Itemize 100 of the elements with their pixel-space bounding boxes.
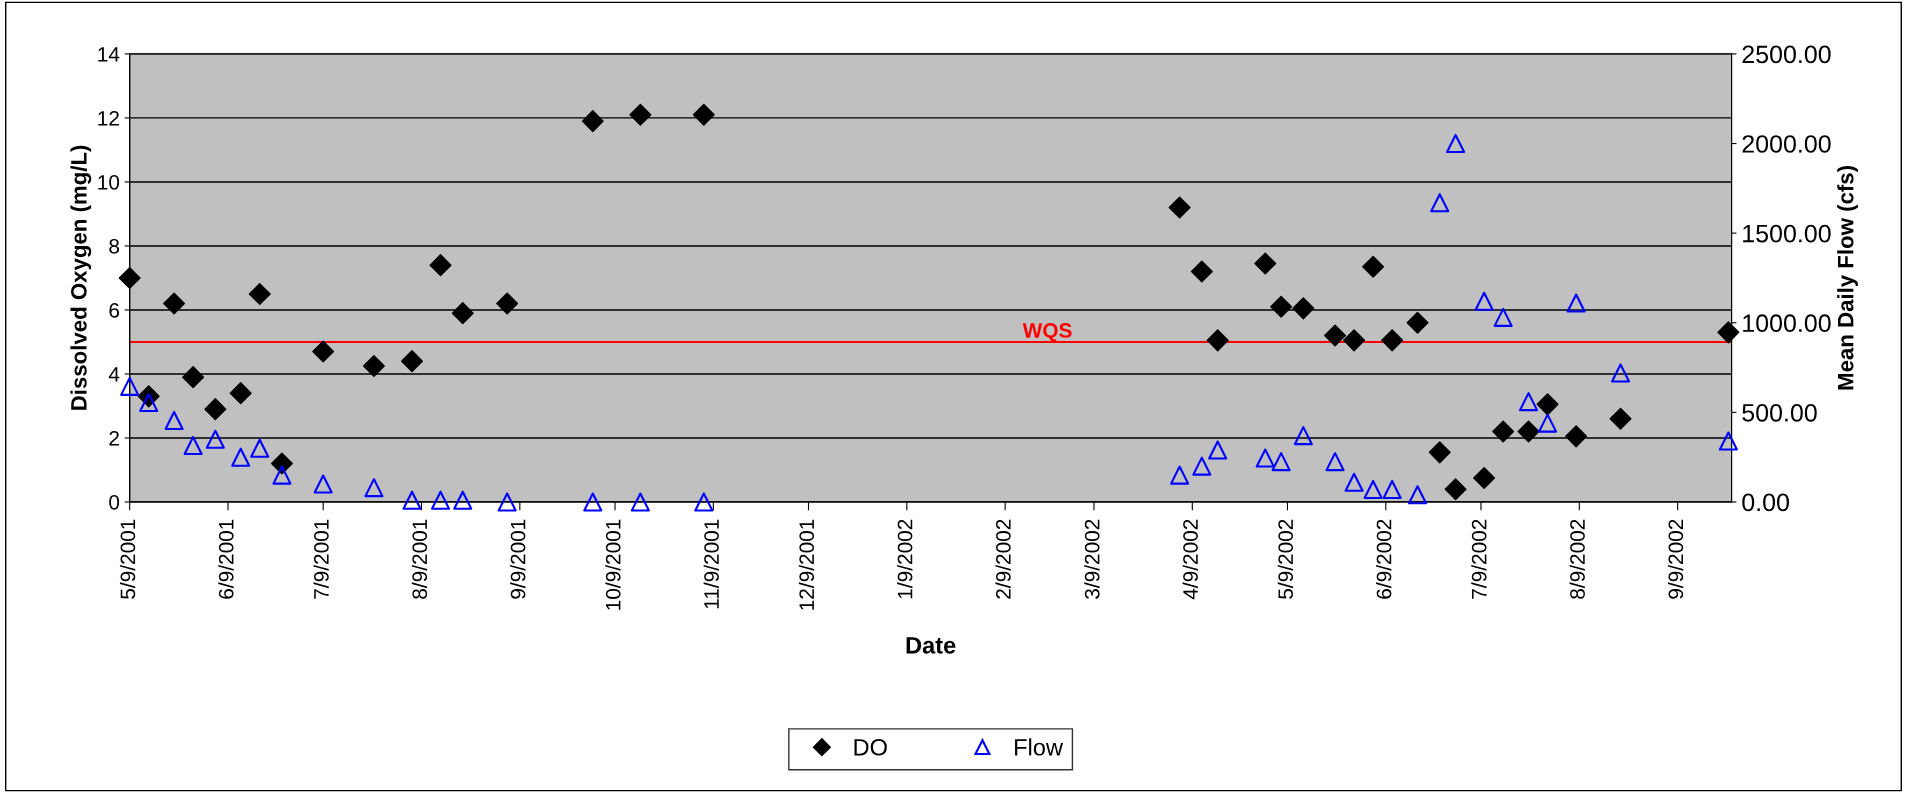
y2-tick-label: 0.00 <box>1742 493 1789 512</box>
x-tick-label: 2/9/2002 <box>995 519 1011 599</box>
point <box>629 103 652 126</box>
y-tick-label: 14 <box>98 47 120 62</box>
point <box>1343 329 1366 352</box>
x-tick-label: 7/9/2002 <box>1471 519 1487 599</box>
point <box>1254 252 1277 275</box>
point <box>1293 426 1313 446</box>
x-tick-label: 5/9/2002 <box>1277 519 1294 599</box>
y2-tick-label: 2500.00 <box>1742 45 1831 64</box>
y2-axis-title: Mean Daily Flow (cfs) <box>1837 166 1858 390</box>
point <box>1270 295 1293 318</box>
point <box>1519 392 1539 412</box>
point <box>453 490 473 510</box>
point <box>1208 440 1228 460</box>
point <box>430 490 451 510</box>
x-tick-label: 12/9/2001 <box>798 519 815 610</box>
point <box>1430 193 1450 213</box>
x-tick-label: 7/9/2001 <box>313 519 329 599</box>
x-tick-label: 10/9/2001 <box>605 519 621 610</box>
point <box>1492 420 1515 443</box>
point <box>694 492 714 512</box>
point <box>581 110 604 133</box>
point <box>402 490 422 510</box>
y-tick-label: 8 <box>109 238 120 254</box>
point <box>1381 329 1404 352</box>
ref-line-label: WQS <box>1022 323 1072 342</box>
point <box>1362 255 1385 278</box>
point <box>1517 420 1540 443</box>
x-tick-label: 6/9/2001 <box>218 519 234 599</box>
point <box>1718 431 1738 451</box>
point <box>139 392 159 413</box>
point <box>1255 448 1275 468</box>
y2-tick-label: 2000.00 <box>1742 135 1831 153</box>
x-tick-label: 3/9/2002 <box>1084 519 1100 599</box>
point <box>1190 260 1213 283</box>
point <box>497 492 517 512</box>
y-tick-label: 12 <box>98 110 119 126</box>
x-tick-label: 9/9/2001 <box>510 519 526 599</box>
point <box>1536 393 1559 416</box>
y2-tick-label: 1500.00 <box>1743 224 1831 243</box>
point <box>400 350 423 373</box>
point <box>205 429 225 449</box>
legend-label: DO <box>854 738 887 756</box>
point <box>164 410 184 430</box>
point <box>1609 407 1632 430</box>
point <box>1292 297 1315 320</box>
point <box>250 438 270 458</box>
y-axis-title: Dissolved Oxygen (mg/L) <box>70 145 92 410</box>
y-tick-label: 6 <box>109 302 120 318</box>
point <box>1407 485 1428 505</box>
point <box>1474 291 1494 311</box>
point <box>182 366 205 389</box>
point <box>312 340 335 363</box>
point <box>1168 196 1191 219</box>
x-tick-label: 11/9/2001 <box>703 519 719 609</box>
x-tick-label: 8/9/2002 <box>1569 519 1585 599</box>
point <box>583 492 603 512</box>
point <box>183 435 203 456</box>
point <box>1493 307 1513 327</box>
point <box>1192 456 1212 476</box>
y-tick-label: 4 <box>108 367 120 382</box>
point <box>1206 329 1229 352</box>
point <box>1444 478 1467 501</box>
point <box>204 398 227 421</box>
point <box>1565 425 1588 448</box>
point <box>1406 311 1429 334</box>
point <box>692 103 715 126</box>
point <box>362 354 385 377</box>
x-tick-label: 6/9/2002 <box>1376 519 1392 599</box>
x-tick-label: 5/9/2001 <box>119 519 136 599</box>
legend-label: Flow <box>1015 738 1064 756</box>
point <box>364 478 384 498</box>
point <box>229 382 252 405</box>
point <box>1271 452 1291 472</box>
point <box>630 492 650 512</box>
point <box>1538 413 1558 433</box>
point <box>1325 452 1345 472</box>
point <box>272 465 292 485</box>
point <box>1382 479 1402 499</box>
x-tick-label: 9/9/2002 <box>1667 519 1684 599</box>
x-tick-label: 1/9/2002 <box>897 519 913 599</box>
point <box>1363 479 1383 499</box>
point <box>120 376 140 396</box>
point <box>231 447 251 467</box>
y2-tick-label: 500.00 <box>1742 403 1817 422</box>
y2-tick-label: 1000.00 <box>1743 314 1831 333</box>
point <box>313 474 333 494</box>
point <box>1170 465 1190 485</box>
y-tick-label: 10 <box>98 174 120 190</box>
point <box>1428 441 1451 464</box>
x-tick-label: 8/9/2001 <box>411 519 428 599</box>
x-axis-title: Date <box>906 637 956 654</box>
point <box>1610 363 1631 383</box>
point <box>1344 472 1364 492</box>
y-tick-label: 0 <box>109 494 120 510</box>
point <box>248 282 271 305</box>
point <box>1717 321 1740 344</box>
x-tick-label: 4/9/2002 <box>1182 519 1198 600</box>
point <box>1324 324 1347 347</box>
